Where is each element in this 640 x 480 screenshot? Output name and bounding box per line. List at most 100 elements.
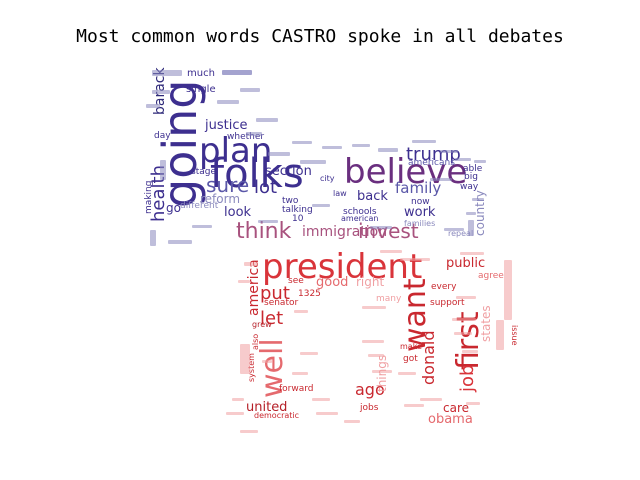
cloud-word-put: put	[260, 283, 290, 304]
cloud-word-family: family	[395, 179, 441, 197]
cloud-word-10: 10	[292, 214, 304, 224]
cloud-minor-word	[300, 160, 326, 164]
cloud-word-country: country	[473, 190, 487, 236]
cloud-minor-word	[146, 104, 160, 108]
cloud-minor-word	[244, 262, 258, 266]
cloud-minor-word	[240, 344, 250, 374]
cloud-word-support: support	[430, 298, 465, 308]
cloud-minor-word	[262, 360, 272, 363]
cloud-minor-word	[258, 220, 278, 223]
cloud-word-american: american	[341, 214, 379, 223]
cloud-minor-word	[455, 158, 471, 161]
cloud-minor-word	[420, 398, 442, 401]
cloud-minor-word	[430, 178, 452, 181]
cloud-minor-word	[466, 212, 476, 215]
cloud-word-work: work	[404, 205, 436, 220]
cloud-word-folks: folks	[210, 151, 304, 197]
cloud-word-got: got	[403, 354, 418, 364]
cloud-minor-word	[312, 398, 330, 401]
cloud-minor-word	[217, 100, 239, 104]
cloud-word-want: want	[398, 278, 433, 352]
cloud-word-americans: americans	[408, 158, 455, 168]
cloud-minor-word	[232, 398, 244, 401]
cloud-word-donald: donald	[419, 331, 438, 386]
cloud-word-plan: plan	[199, 131, 272, 171]
cloud-minor-word	[412, 140, 436, 143]
cloud-minor-word	[460, 252, 484, 255]
cloud-word-president: president	[262, 247, 422, 287]
cloud-word-law: law	[333, 189, 347, 198]
cloud-word-public: public	[446, 256, 485, 271]
cloud-word-1325: 1325	[298, 289, 321, 299]
cloud-word-big: big	[464, 172, 478, 182]
cloud-minor-word	[268, 152, 290, 156]
cloud-minor-word	[152, 90, 170, 94]
cloud-minor-word	[192, 225, 212, 228]
cloud-minor-word	[344, 420, 360, 423]
cloud-word-trump: trump	[406, 144, 461, 165]
cloud-minor-word	[398, 372, 416, 375]
cloud-minor-word	[322, 146, 342, 149]
cloud-word-now: now	[411, 197, 430, 207]
cloud-word-look: look	[224, 205, 252, 220]
cloud-word-schools: schools	[343, 207, 377, 217]
cloud-word-job: job	[457, 365, 478, 393]
cloud-minor-word	[240, 88, 260, 92]
cloud-word-ago: ago	[355, 380, 385, 399]
cloud-word-justice: justice	[204, 118, 247, 133]
cloud-word-america: america	[246, 259, 262, 316]
cloud-minor-word	[362, 306, 386, 309]
cloud-word-reform: reform	[200, 192, 240, 206]
cloud-word-think: think	[236, 219, 292, 244]
cloud-minor-word	[404, 404, 424, 407]
cloud-word-city: city	[320, 174, 335, 183]
cloud-word-things: things	[375, 355, 389, 392]
cloud-minor-word	[378, 148, 398, 152]
cloud-word-whether: whether	[227, 132, 264, 142]
cloud-word-forward: forward	[279, 384, 314, 394]
cloud-minor-word	[466, 402, 480, 405]
cloud-minor-word	[300, 352, 318, 355]
cloud-minor-word	[292, 372, 308, 375]
cloud-minor-word	[294, 310, 308, 313]
cloud-minor-word	[316, 412, 338, 415]
cloud-minor-word	[456, 296, 476, 299]
cloud-minor-word	[474, 160, 486, 163]
cloud-minor-word	[292, 141, 312, 144]
cloud-word-talking: talking	[282, 205, 313, 215]
cloud-minor-word	[380, 250, 402, 253]
cloud-word-section: section	[265, 164, 312, 179]
cloud-word-lot: lot	[254, 177, 277, 198]
cloud-word-united: united	[246, 400, 287, 415]
cloud-minor-word	[472, 198, 484, 201]
cloud-minor-word	[362, 340, 384, 343]
cloud-minor-word	[226, 412, 244, 415]
cloud-minor-word	[372, 370, 392, 373]
cloud-minor-word	[150, 230, 156, 246]
cloud-word-back: back	[357, 189, 388, 204]
cloud-word-go: go	[166, 201, 181, 215]
cloud-word-way: way	[460, 182, 479, 192]
cloud-minor-word	[312, 204, 330, 207]
cloud-word-agree: agree	[478, 271, 504, 281]
cloud-word-sure: sure	[206, 173, 249, 197]
cloud-word-going: going	[153, 80, 207, 208]
cloud-minor-word	[246, 132, 262, 136]
cloud-word-issue: issue	[510, 325, 519, 346]
cloud-minor-word	[238, 280, 250, 283]
cloud-minor-word	[152, 70, 182, 76]
cloud-minor-word	[496, 320, 504, 350]
cloud-minor-word	[160, 160, 166, 180]
cloud-minor-word	[440, 150, 458, 153]
cloud-word-senator: senator	[264, 298, 298, 308]
cloud-minor-word	[504, 260, 512, 320]
cloud-minor-word	[168, 240, 192, 244]
cloud-word-grew: grew	[252, 320, 272, 329]
cloud-word-making: making	[144, 181, 154, 214]
cloud-word-system: system	[247, 353, 256, 382]
cloud-word-good: good	[316, 275, 348, 290]
cloud-minor-word	[370, 226, 392, 229]
cloud-word-well: well	[255, 338, 290, 398]
cloud-word-day: day	[154, 131, 171, 141]
